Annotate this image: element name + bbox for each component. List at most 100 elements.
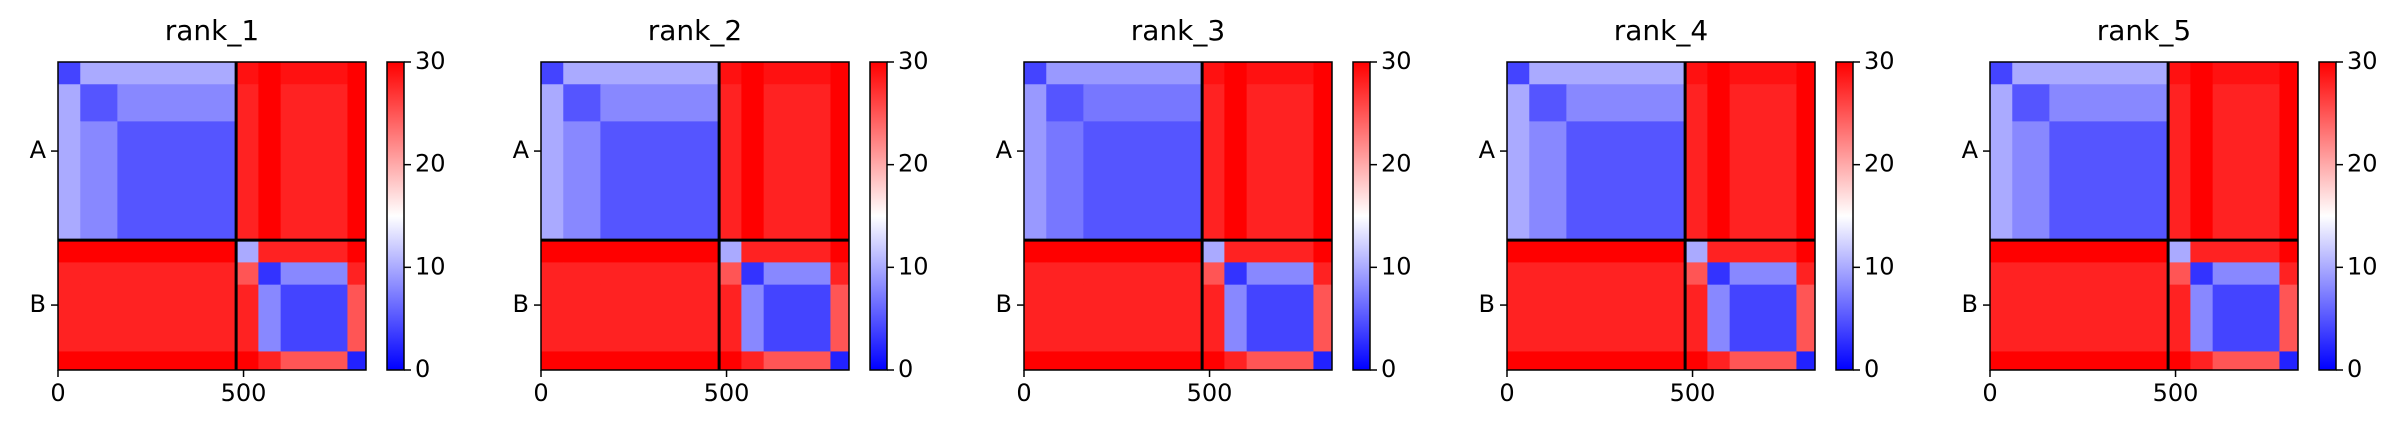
- colorbar-tick-label: 30: [898, 47, 929, 75]
- y-tick-label: B: [513, 290, 529, 318]
- heatmap-cell: [719, 240, 742, 263]
- panel: rank_3 0 500 A B 0 10 20 30: [996, 14, 1412, 407]
- heatmap-cell: [58, 62, 81, 85]
- heatmap-cell: [80, 62, 118, 85]
- heatmap-cell: [2190, 84, 2214, 122]
- heatmap-cell: [2279, 240, 2299, 263]
- panel-title: rank_2: [648, 14, 742, 47]
- heatmap-cell: [1566, 84, 1686, 122]
- panel: rank_2 0 500 A B 0 10 20 30: [513, 14, 929, 407]
- heatmap-cell: [600, 84, 720, 122]
- heatmap-cell: [563, 262, 601, 286]
- heatmap-cell: [2190, 121, 2214, 241]
- x-tick-label: 500: [2153, 379, 2199, 407]
- heatmap-cell: [1313, 262, 1333, 286]
- heatmap-cell: [1796, 84, 1816, 122]
- heatmap-cell: [2212, 84, 2280, 122]
- heatmap-cell: [600, 62, 720, 85]
- heatmap-cell: [236, 62, 259, 85]
- heatmap-cell: [719, 262, 742, 286]
- heatmap-cell: [2168, 240, 2191, 263]
- heatmap-cell: [280, 84, 348, 122]
- heatmap-cell: [600, 121, 720, 241]
- heatmap-cell: [1685, 284, 1708, 352]
- heatmap-cell: [1313, 121, 1333, 241]
- heatmap-cell: [117, 240, 237, 263]
- heatmap-cell: [1246, 62, 1314, 85]
- heatmap-cell: [80, 121, 118, 241]
- heatmap-cell: [58, 284, 81, 352]
- heatmap-cell: [719, 62, 742, 85]
- heatmap-cell: [830, 62, 850, 85]
- plot-frame: [1506, 61, 1816, 371]
- heatmap-cell: [2212, 240, 2280, 263]
- heatmap-cell: [236, 284, 259, 352]
- colorbar-tick-label: 0: [1381, 355, 1396, 383]
- heatmap-cell: [1796, 121, 1816, 241]
- heatmap-cell: [1796, 240, 1816, 263]
- heatmap-cell: [541, 351, 564, 371]
- heatmap-cell: [1046, 284, 1084, 352]
- heatmap-cell: [117, 351, 237, 371]
- heatmap-cell: [280, 240, 348, 263]
- heatmap-cell: [1507, 84, 1530, 122]
- heatmap-cell: [347, 84, 367, 122]
- heatmap-cell: [1796, 284, 1816, 352]
- heatmap-cell: [541, 62, 564, 85]
- heatmap-cell: [1707, 84, 1731, 122]
- heatmap-cell: [58, 240, 81, 263]
- plot-frame: [1989, 61, 2299, 371]
- heatmap-cell: [2168, 284, 2191, 352]
- heatmap-cell: [1083, 121, 1203, 241]
- colorbar-tick-label: 20: [415, 150, 446, 178]
- heatmap-cell: [1566, 62, 1686, 85]
- heatmap-cell: [1024, 121, 1047, 241]
- heatmap-cell: [117, 121, 237, 241]
- heatmap-cell: [1990, 84, 2013, 122]
- heatmap-cell: [2168, 121, 2191, 241]
- heatmap-cell: [2012, 351, 2050, 371]
- heatmap-cell: [763, 240, 831, 263]
- colorbar-tick-label: 0: [1864, 355, 1879, 383]
- heatmap-cell: [541, 84, 564, 122]
- heatmap-cell: [2012, 84, 2050, 122]
- heatmap-cell: [58, 351, 81, 371]
- heatmap-cell: [1685, 62, 1708, 85]
- heatmap-cell: [58, 121, 81, 241]
- heatmap-cell: [80, 262, 118, 286]
- heatmap-cell: [1796, 351, 1816, 371]
- heatmap-cell: [280, 262, 348, 286]
- heatmap-cell: [2190, 284, 2214, 352]
- colorbar-tick-label: 10: [415, 252, 446, 280]
- heatmap-cell: [258, 284, 282, 352]
- heatmap-cell: [1083, 84, 1203, 122]
- heatmap-cell: [1024, 84, 1047, 122]
- heatmap-cell: [1224, 240, 1248, 263]
- heatmap-cell: [600, 284, 720, 352]
- colorbar-tick-label: 20: [898, 150, 929, 178]
- heatmap-cell: [1313, 62, 1333, 85]
- heatmap-cell: [347, 262, 367, 286]
- y-tick-label: A: [996, 136, 1013, 164]
- colorbar-tick-label: 10: [898, 252, 929, 280]
- heatmap-cell: [80, 240, 118, 263]
- heatmap-cell: [1046, 84, 1084, 122]
- heatmap-cell: [1707, 240, 1731, 263]
- colorbar-tick-label: 10: [1381, 252, 1412, 280]
- heatmap-cell: [2190, 62, 2214, 85]
- heatmap-cell: [1707, 62, 1731, 85]
- heatmap-cell: [58, 84, 81, 122]
- heatmap-cell: [280, 121, 348, 241]
- heatmap-cell: [1529, 351, 1567, 371]
- heatmap-cell: [1685, 240, 1708, 263]
- heatmap-cell: [258, 240, 282, 263]
- heatmap-cell: [1990, 240, 2013, 263]
- colorbar: [386, 61, 405, 371]
- heatmap-cell: [258, 351, 282, 371]
- heatmap-cell: [741, 351, 765, 371]
- heatmap-cell: [347, 240, 367, 263]
- heatmap-cell: [347, 62, 367, 85]
- heatmap-cell: [347, 121, 367, 241]
